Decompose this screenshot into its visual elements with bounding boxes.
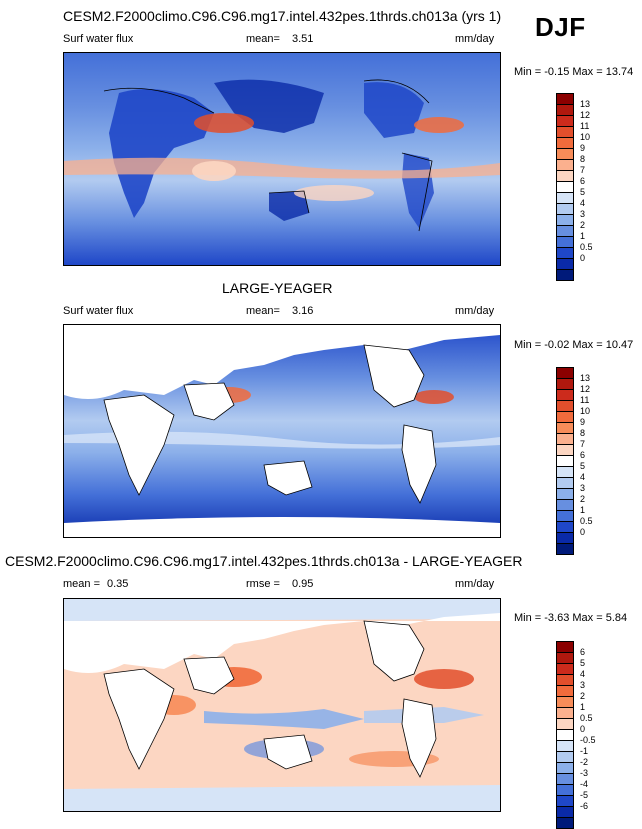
colorbar-label: 2 — [580, 220, 586, 230]
colorbar-label: 0.5 — [580, 242, 593, 252]
colorbar-label: 6 — [580, 647, 586, 657]
colorbar-swatch — [556, 269, 574, 281]
panel1-mean-value: 3.51 — [292, 33, 314, 45]
panel1-units: mm/day — [455, 33, 495, 45]
panel1-variable: Surf water flux — [63, 33, 134, 45]
colorbar-label: 0 — [580, 527, 586, 537]
colorbar-label: 4 — [580, 198, 586, 208]
colorbar-label: 6 — [580, 450, 586, 460]
colorbar-label: 3 — [580, 209, 586, 219]
panel2-min-max: Min = -0.02 Max = 10.47 — [514, 339, 634, 351]
colorbar-label: 11 — [580, 395, 590, 405]
colorbar-label: 0.5 — [580, 713, 593, 723]
colorbar-label: 13 — [580, 99, 591, 109]
colorbar-label: -5 — [580, 790, 589, 800]
season-label: DJF — [535, 12, 586, 42]
colorbar-label: 12 — [580, 384, 591, 394]
panel1-mean-label: mean= — [246, 33, 280, 45]
panel2-title: LARGE-YEAGER — [222, 280, 333, 296]
panel3-units: mm/day — [455, 578, 495, 590]
colorbar-label: 4 — [580, 472, 586, 482]
panel3-title: CESM2.F2000climo.C96.C96.mg17.intel.432p… — [5, 553, 523, 569]
colorbar-label: 2 — [580, 494, 586, 504]
panel3-rmse-label: rmse = — [246, 578, 280, 590]
colorbar-label: 9 — [580, 417, 586, 427]
colorbar-label: 9 — [580, 143, 586, 153]
colorbar-label: -4 — [580, 779, 589, 789]
colorbar-swatch — [556, 817, 574, 829]
colorbar-label: 5 — [580, 658, 586, 668]
colorbar-label: 0 — [580, 724, 586, 734]
panel2-variable: Surf water flux — [63, 305, 134, 317]
panel3-rmse-value: 0.95 — [292, 578, 314, 590]
colorbar-label: 5 — [580, 461, 586, 471]
colorbar-label: -3 — [580, 768, 589, 778]
colorbar-label: 7 — [580, 439, 586, 449]
panel3-mean-label: mean = — [63, 578, 100, 590]
colorbar-label: 7 — [580, 165, 586, 175]
panel3-min-max: Min = -3.63 Max = 5.84 — [514, 612, 628, 624]
panel3-map — [63, 598, 501, 812]
colorbar-label: 2 — [580, 691, 586, 701]
panel2-map — [63, 324, 501, 538]
colorbar-label: 0 — [580, 253, 586, 263]
colorbar-label: -0.5 — [580, 735, 596, 745]
colorbar-label: 10 — [580, 132, 591, 142]
colorbar-label: 4 — [580, 669, 586, 679]
colorbar-label: 3 — [580, 483, 586, 493]
panel2-mean-label: mean= — [246, 305, 280, 317]
colorbar-label: 8 — [580, 428, 586, 438]
colorbar-label: 5 — [580, 187, 586, 197]
colorbar-label: 1 — [580, 231, 586, 241]
panel3-mean-value: 0.35 — [107, 578, 129, 590]
panel1-map — [63, 52, 501, 266]
colorbar-label: 8 — [580, 154, 586, 164]
colorbar-label: 6 — [580, 176, 586, 186]
colorbar-label: 0.5 — [580, 516, 593, 526]
colorbar-label: 11 — [580, 121, 590, 131]
colorbar-label: 12 — [580, 110, 591, 120]
panel1-min-max: Min = -0.15 Max = 13.74 — [514, 66, 634, 78]
colorbar-label: 1 — [580, 505, 586, 515]
panel1-title: CESM2.F2000climo.C96.C96.mg17.intel.432p… — [63, 8, 502, 24]
colorbar-label: 13 — [580, 373, 591, 383]
colorbar-label: 1 — [580, 702, 586, 712]
colorbar-label: -1 — [580, 746, 589, 756]
colorbar-swatch — [556, 543, 574, 555]
colorbar-label: 3 — [580, 680, 586, 690]
panel2-mean-value: 3.16 — [292, 305, 314, 317]
colorbar-label: 10 — [580, 406, 591, 416]
colorbar-label: -2 — [580, 757, 589, 767]
panel2-units: mm/day — [455, 305, 495, 317]
colorbar-label: -6 — [580, 801, 589, 811]
